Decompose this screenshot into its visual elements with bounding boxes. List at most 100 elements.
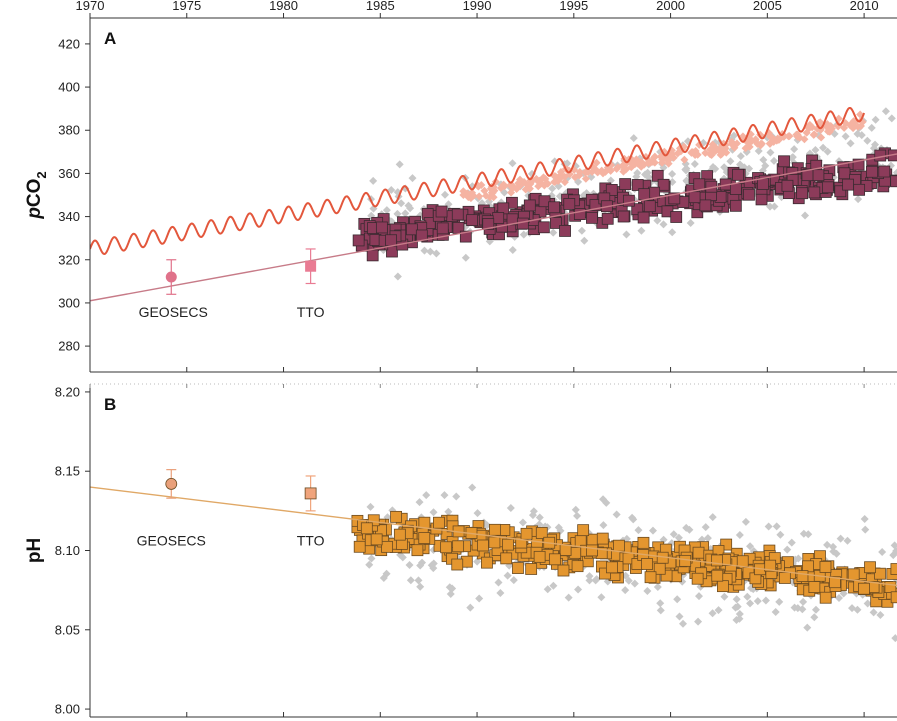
series-0-point — [892, 168, 897, 177]
series-1-point — [535, 527, 548, 539]
series-1-point — [874, 567, 886, 580]
series-2-point — [648, 186, 661, 199]
series-0-point — [766, 148, 775, 157]
series-0-point — [811, 605, 820, 614]
series-0-point — [675, 612, 684, 621]
series-0-point — [735, 614, 744, 623]
plot-area — [90, 106, 897, 302]
series-0-point — [444, 507, 453, 516]
series-1-point — [418, 516, 431, 529]
series-0-point — [810, 613, 819, 622]
series-2-point — [366, 249, 379, 262]
annotation-label: GEOSECS — [139, 304, 208, 320]
series-0-point — [766, 202, 775, 211]
series-1-point — [540, 181, 549, 190]
series-1-point — [884, 581, 897, 593]
series-2-point — [516, 217, 529, 230]
series-0-point — [599, 521, 608, 530]
series-0-point — [788, 153, 797, 162]
series-0-point — [871, 115, 880, 124]
series-0-point — [694, 617, 703, 626]
series-0-point — [843, 536, 852, 545]
series-0-point — [365, 560, 374, 569]
tto-point — [304, 475, 317, 512]
series-1-point — [805, 120, 814, 129]
series-0-point — [787, 538, 796, 547]
series-1-point — [440, 541, 453, 554]
series-1-point — [353, 540, 366, 553]
series-0-point — [606, 176, 615, 185]
annotation-label: TTO — [297, 304, 325, 320]
series-0-point — [494, 578, 503, 587]
series-0-point — [878, 547, 887, 556]
series-0-point — [892, 546, 897, 555]
series-1-point — [489, 193, 498, 202]
series-2-point — [657, 178, 670, 191]
series-2-point — [406, 223, 418, 236]
series-1-point — [451, 558, 464, 571]
plot-area — [90, 469, 897, 643]
series-0-point — [624, 576, 633, 585]
series-0-point — [743, 592, 752, 601]
series-1-point — [819, 591, 832, 604]
series-2-point — [638, 188, 651, 201]
series-1-point — [753, 139, 762, 148]
series-0-point — [823, 147, 832, 156]
y-tick-label: 300 — [58, 295, 80, 310]
series-0-point — [753, 597, 762, 606]
series-2-point — [559, 225, 571, 237]
series-0-point — [835, 594, 844, 603]
series-2-point — [834, 185, 847, 198]
series-0-point — [854, 195, 863, 204]
series-0-point — [382, 206, 391, 215]
series-0-point — [414, 576, 423, 585]
series-0-point — [679, 619, 688, 628]
series-1-point — [711, 569, 724, 582]
series-0-point — [592, 575, 601, 584]
trend-line — [90, 486, 897, 587]
series-0-point — [564, 593, 573, 602]
x-tick-label: 2010 — [850, 0, 879, 13]
series-1-point — [535, 176, 544, 185]
series-0-point — [395, 160, 404, 169]
y-tick-label: 8.15 — [55, 464, 80, 479]
series-1-point — [475, 192, 484, 201]
series-1-point — [581, 174, 590, 183]
x-tick-label: 1975 — [172, 0, 201, 13]
series-1-point — [480, 186, 489, 195]
series-1-point — [507, 188, 516, 197]
series-0-point — [860, 514, 869, 523]
series-1-point — [796, 570, 809, 582]
series-0-point — [630, 579, 639, 588]
geosecs-point — [165, 469, 178, 499]
series-0-point — [701, 523, 710, 532]
series-0-point — [863, 136, 872, 145]
series-0-point — [735, 609, 744, 618]
series-0-point — [881, 107, 890, 116]
series-0-point — [668, 228, 677, 237]
series-0-point — [703, 534, 712, 543]
series-2-point — [622, 194, 635, 207]
series-1-point — [784, 132, 793, 141]
series-2-point — [589, 199, 602, 211]
series-1-point — [592, 158, 601, 167]
series-0-point — [836, 534, 845, 543]
series-0-point — [393, 272, 402, 281]
series-0-point — [745, 164, 754, 173]
series-1-point — [613, 539, 625, 552]
series-0-point — [811, 146, 820, 155]
series-0-point — [731, 603, 740, 612]
series-2-point — [631, 179, 644, 191]
series-0-point — [656, 606, 665, 615]
series-1-point — [627, 163, 636, 172]
series-1-point — [452, 540, 465, 553]
series-1-point — [778, 572, 791, 584]
series-0-point — [890, 541, 897, 550]
series-0-point — [736, 152, 745, 161]
series-2-point — [601, 212, 614, 225]
series-0-point — [597, 593, 606, 602]
series-0-point — [632, 172, 641, 181]
series-0-point — [832, 549, 841, 558]
series-2-point — [631, 203, 644, 216]
series-0-point — [406, 204, 415, 213]
